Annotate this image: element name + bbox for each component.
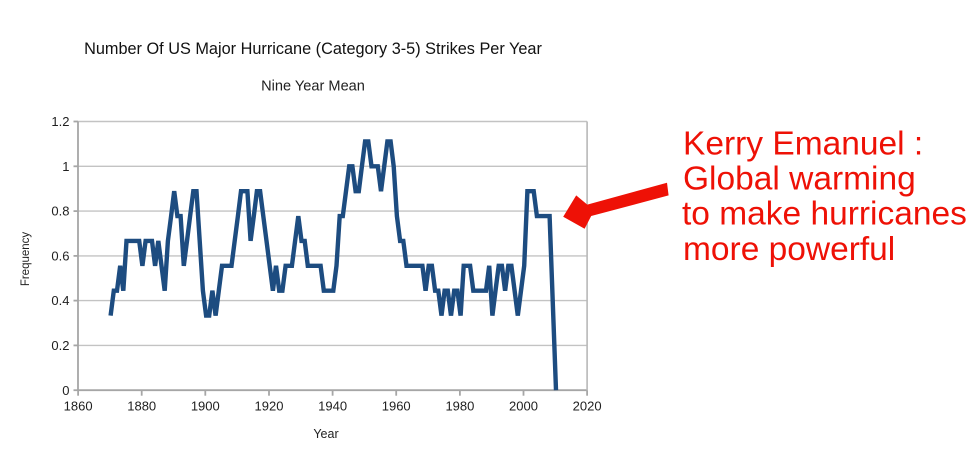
svg-text:0.8: 0.8 [51, 204, 69, 219]
svg-text:1: 1 [62, 159, 69, 174]
svg-text:to make hurricanes: to make hurricanes [682, 196, 967, 233]
svg-text:1900: 1900 [191, 399, 220, 414]
svg-text:1880: 1880 [127, 399, 156, 414]
svg-text:1920: 1920 [255, 399, 284, 414]
svg-text:Kerry Emanuel :: Kerry Emanuel : [683, 125, 923, 162]
svg-text:0.2: 0.2 [51, 338, 69, 353]
svg-text:1.2: 1.2 [51, 114, 69, 129]
svg-text:2000: 2000 [509, 399, 538, 414]
svg-text:2020: 2020 [573, 399, 602, 414]
svg-text:1860: 1860 [64, 399, 93, 414]
svg-text:Nine Year Mean: Nine Year Mean [261, 78, 365, 94]
svg-text:1980: 1980 [445, 399, 474, 414]
svg-text:Year: Year [313, 427, 338, 441]
svg-text:1940: 1940 [318, 399, 347, 414]
svg-text:0.4: 0.4 [51, 293, 69, 308]
svg-text:Number Of US Major Hurricane (: Number Of US Major Hurricane (Category 3… [84, 40, 542, 58]
svg-text:more powerful: more powerful [683, 231, 895, 268]
svg-text:Frequency: Frequency [20, 232, 32, 287]
svg-text:1960: 1960 [382, 399, 411, 414]
svg-text:Global warming: Global warming [683, 161, 916, 198]
svg-text:0: 0 [62, 383, 69, 398]
svg-text:0.6: 0.6 [51, 249, 69, 264]
